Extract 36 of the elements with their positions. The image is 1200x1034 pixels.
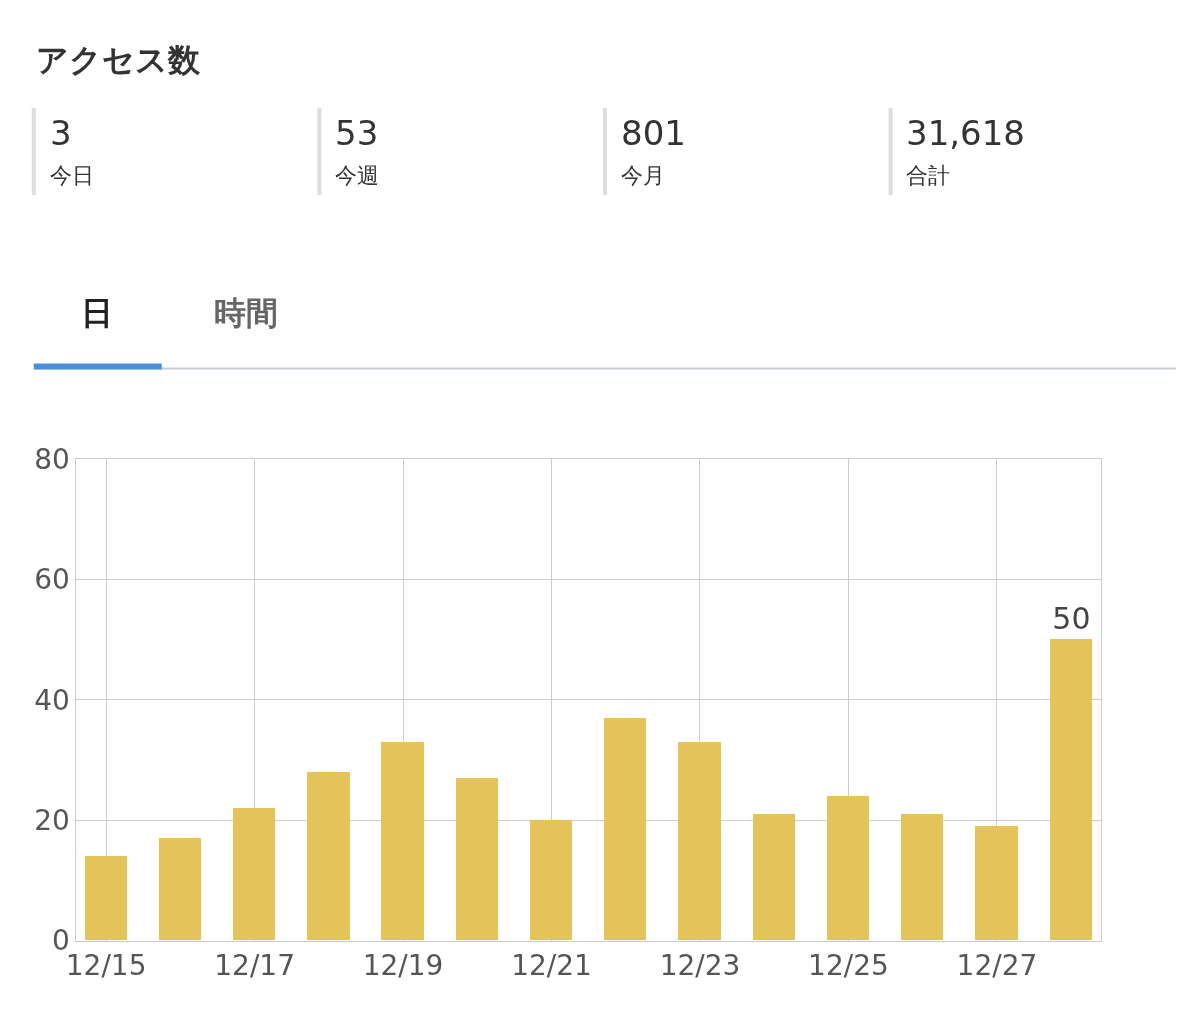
bar bbox=[307, 772, 351, 941]
text: 31,618 bbox=[906, 113, 1025, 153]
x-tick-label: 12/17 bbox=[214, 949, 295, 983]
bar bbox=[233, 808, 276, 941]
text: 日 bbox=[81, 294, 113, 332]
y-tick-label: 20 bbox=[34, 804, 70, 838]
bar bbox=[159, 838, 202, 941]
text: 今月 bbox=[621, 163, 665, 188]
text: アクセス数 bbox=[36, 41, 201, 79]
bar bbox=[753, 814, 796, 941]
text: 3 bbox=[50, 113, 72, 153]
text: 801 bbox=[621, 113, 686, 153]
text: 今日 bbox=[50, 163, 94, 188]
bar bbox=[381, 742, 425, 941]
bar bbox=[827, 796, 870, 941]
bar bbox=[604, 718, 647, 941]
x-tick-label: 12/19 bbox=[362, 949, 444, 983]
text: 53 bbox=[335, 113, 379, 153]
bar bbox=[1050, 639, 1093, 941]
y-tick-label: 80 bbox=[34, 443, 70, 477]
data-label: 50 bbox=[1052, 601, 1091, 637]
bar bbox=[975, 826, 1019, 941]
text: 時間 bbox=[214, 294, 278, 332]
x-tick-label: 12/25 bbox=[808, 949, 889, 983]
bar bbox=[901, 814, 944, 941]
x-tick-label: 12/23 bbox=[659, 949, 741, 983]
text: 合計 bbox=[906, 163, 950, 188]
bar bbox=[530, 820, 573, 941]
y-tick-label: 60 bbox=[34, 563, 70, 597]
text: 今週 bbox=[335, 163, 379, 188]
bar bbox=[678, 742, 722, 941]
x-tick-label: 12/27 bbox=[956, 949, 1038, 983]
bar bbox=[85, 856, 128, 941]
bar bbox=[456, 778, 499, 941]
x-tick-label: 12/21 bbox=[511, 949, 592, 983]
y-tick-label: 40 bbox=[34, 683, 70, 717]
